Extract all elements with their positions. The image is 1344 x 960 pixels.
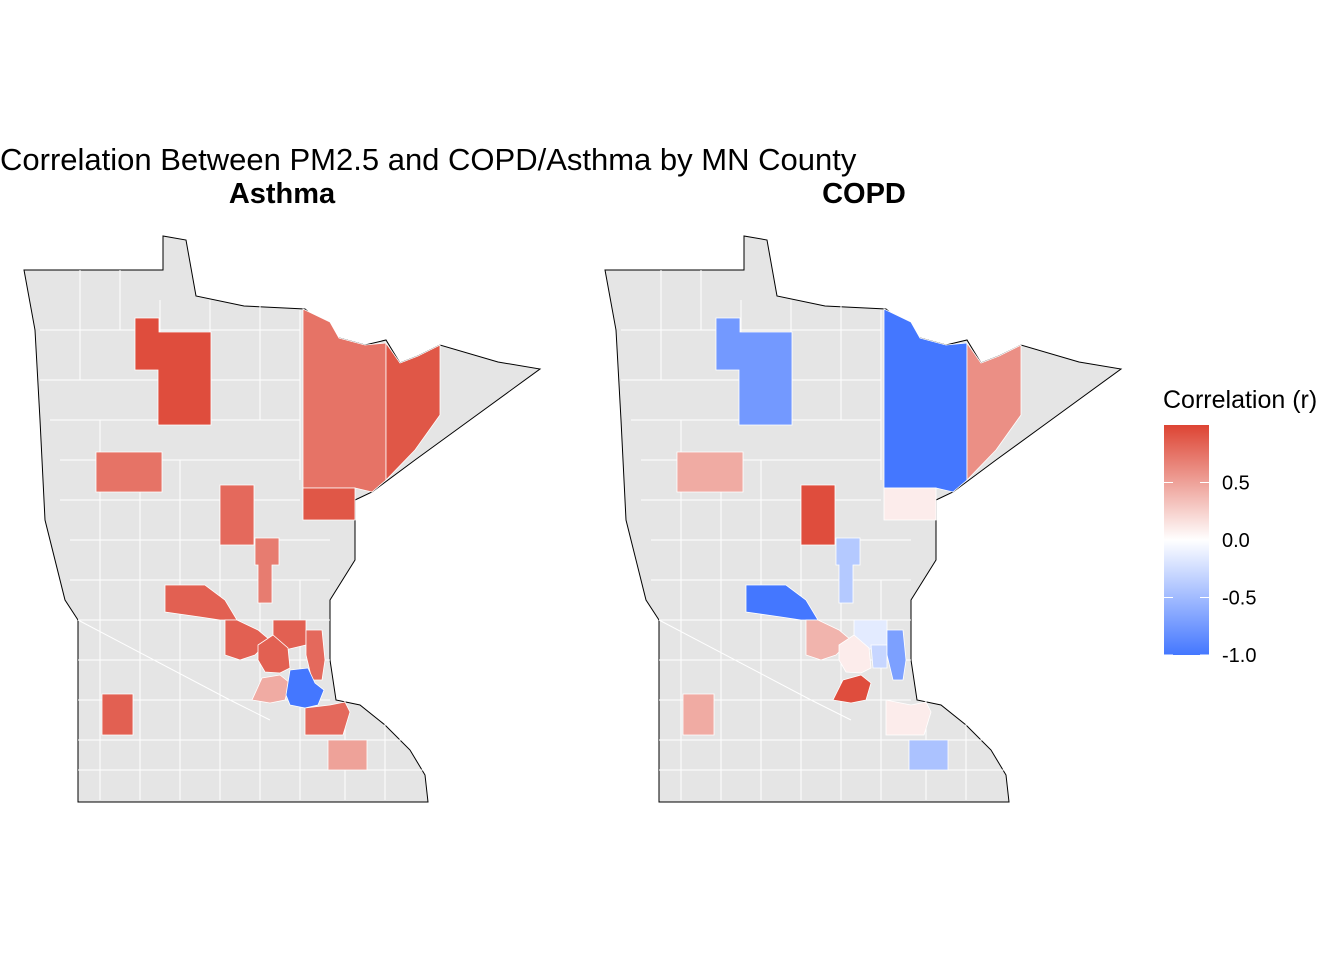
county-murray-copd [682, 693, 715, 736]
county-scott-copd [832, 674, 872, 704]
county-ramsey-copd [870, 644, 888, 669]
panel-title-copd: COPD [822, 178, 906, 210]
county-goodhue-asthma [304, 701, 351, 736]
counties-copd [676, 308, 1022, 771]
counties-asthma [95, 308, 441, 771]
county-marshall-copd [715, 317, 793, 426]
panel-title-asthma: Asthma [229, 178, 336, 210]
state-outline-asthma [23, 235, 542, 803]
county-hennepin-copd [838, 634, 872, 674]
county-ramsey-asthma [285, 667, 325, 709]
county-crowwing-copd [800, 484, 836, 546]
county-millelacs-asthma [254, 537, 280, 604]
county-carver-asthma [251, 674, 291, 704]
county-hennepin-asthma [257, 634, 291, 674]
legend-title: Correlation (r) [1163, 386, 1317, 414]
map-asthma [23, 235, 542, 803]
county-olmsted-asthma [327, 739, 368, 771]
county-carlton-asthma [302, 487, 356, 521]
county-murray-asthma [101, 693, 134, 736]
legend: Correlation (r) 0.5 0.0 -0.5 -1.0 [1163, 386, 1317, 667]
legend-ticks: 0.5 0.0 -0.5 -1.0 [1164, 473, 1256, 667]
figure-title: Correlation Between PM2.5 and COPD/Asthm… [0, 142, 857, 177]
legend-tick-label: 0.5 [1222, 473, 1250, 495]
legend-tick-label: -1.0 [1222, 645, 1256, 667]
county-marshall-asthma [134, 317, 212, 426]
legend-tick-label: -0.5 [1222, 588, 1256, 610]
county-stlouis-asthma [302, 308, 387, 493]
county-stlouis-copd [883, 308, 968, 493]
legend-tick-label: 0.0 [1222, 530, 1250, 552]
county-dakota-copd [885, 699, 932, 736]
county-lake-copd [966, 341, 1022, 481]
state-outline-copd [604, 235, 1123, 803]
county-lake-asthma [385, 341, 441, 481]
county-millelacs-copd [835, 537, 861, 604]
county-washington-asthma [305, 629, 326, 681]
county-crowwing-asthma [219, 484, 255, 546]
county-olmsted-copd [908, 739, 949, 771]
county-carlton-copd [883, 487, 937, 521]
county-clay-copd [676, 451, 744, 493]
county-washington-copd [886, 629, 907, 681]
map-copd [604, 235, 1123, 803]
county-clay-asthma [95, 451, 163, 493]
